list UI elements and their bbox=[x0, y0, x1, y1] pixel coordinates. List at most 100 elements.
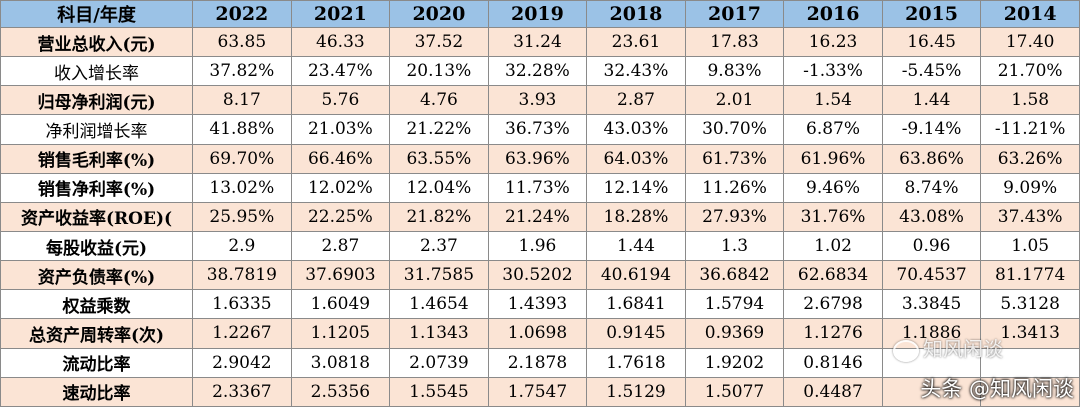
value-cell: 1.5794 bbox=[684, 289, 785, 320]
value-cell: 12.04% bbox=[389, 172, 489, 203]
value-cell: 2.37 bbox=[389, 230, 489, 262]
row-label: 资产负债率(%) bbox=[0, 260, 194, 291]
value-cell: 11.26% bbox=[684, 172, 785, 203]
value-cell: 38.7819 bbox=[192, 260, 292, 291]
paw-logo-icon bbox=[893, 339, 919, 362]
row-label: 资产收益率(ROE)( bbox=[0, 201, 194, 232]
value-cell: 2.1878 bbox=[487, 347, 588, 378]
value-cell: 12.02% bbox=[290, 172, 391, 203]
value-cell: 1.54 bbox=[783, 85, 883, 116]
value-cell: 70.4537 bbox=[881, 260, 982, 291]
value-cell: 1.1276 bbox=[783, 318, 883, 349]
value-cell: 37.43% bbox=[980, 201, 1080, 232]
value-cell: 12.14% bbox=[586, 172, 686, 203]
value-cell: 1.9202 bbox=[684, 347, 785, 378]
table-row: 每股收益(元) 2.9 2.87 2.37 1.96 1.44 1.3 1.02 0.96 1.0… bbox=[0, 230, 1080, 262]
value-cell: 31.76% bbox=[783, 201, 883, 232]
value-cell: 1.6049 bbox=[290, 289, 391, 320]
value-cell: 1.7547 bbox=[487, 376, 588, 407]
value-cell: 3.93 bbox=[487, 85, 588, 116]
year-header: 2020 bbox=[389, 0, 489, 28]
year-header: 2021 bbox=[290, 0, 391, 28]
value-cell bbox=[980, 376, 1080, 407]
value-cell: 46.33 bbox=[290, 26, 391, 58]
table-row: 资产负债率(%) 38.7819 37.6903 31.7585 30.5202 40.6… bbox=[0, 260, 1080, 291]
value-cell: 2.01 bbox=[684, 85, 785, 116]
value-cell: 5.76 bbox=[290, 85, 391, 116]
value-cell: 36.73% bbox=[487, 114, 588, 145]
value-cell: 25.95% bbox=[192, 201, 292, 232]
value-cell: 1.0698 bbox=[487, 318, 588, 349]
value-cell: -1.33% bbox=[783, 56, 883, 87]
value-cell: 2.6798 bbox=[783, 289, 883, 320]
value-cell: 61.96% bbox=[783, 143, 883, 174]
value-cell: 2.9042 bbox=[192, 347, 292, 378]
value-cell: 30.70% bbox=[684, 114, 785, 145]
value-cell: 2.87 bbox=[586, 85, 686, 116]
value-cell: 63.26% bbox=[980, 143, 1080, 174]
value-cell: 3.0818 bbox=[290, 347, 391, 378]
value-cell: 0.4487 bbox=[783, 376, 883, 407]
value-cell: 1.6841 bbox=[586, 289, 686, 320]
value-cell: 1.5129 bbox=[586, 376, 686, 407]
value-cell: 1.05 bbox=[980, 230, 1080, 262]
value-cell: 41.88% bbox=[192, 114, 292, 145]
value-cell: 16.45 bbox=[881, 26, 982, 58]
year-header: 2014 bbox=[980, 0, 1080, 28]
value-cell: 23.61 bbox=[586, 26, 686, 58]
value-cell: 17.83 bbox=[684, 26, 785, 58]
table-row: 营业总收入(元) 63.85 46.33 37.52 31.24 23.61 17.83 16… bbox=[0, 26, 1080, 58]
year-header: 2015 bbox=[881, 0, 982, 28]
value-cell: 1.1343 bbox=[389, 318, 489, 349]
value-cell: 1.44 bbox=[881, 85, 982, 116]
value-cell: -11.21% bbox=[980, 114, 1080, 145]
table-row: 归母净利润(元) 8.17 5.76 4.76 3.93 2.87 2.01 1.54 1.44… bbox=[0, 85, 1080, 116]
row-label: 权益乘数 bbox=[0, 289, 194, 320]
value-cell: 66.46% bbox=[290, 143, 391, 174]
year-header: 2016 bbox=[783, 0, 883, 28]
value-cell: 32.43% bbox=[586, 56, 686, 87]
value-cell: 8.17 bbox=[192, 85, 292, 116]
table-row: 收入增长率 37.82% 23.47% 20.13% 32.28% 32.43% 9.83%… bbox=[0, 56, 1080, 87]
watermark-logo: 知风闲谈 bbox=[893, 333, 1003, 362]
value-cell: 30.5202 bbox=[487, 260, 588, 291]
value-cell: 1.5077 bbox=[684, 376, 785, 407]
value-cell: 21.22% bbox=[389, 114, 489, 145]
value-cell: 1.1205 bbox=[290, 318, 391, 349]
year-header: 2019 bbox=[487, 0, 588, 28]
value-cell: 2.87 bbox=[290, 230, 391, 262]
table-row: 权益乘数 1.6335 1.6049 1.4654 1.4393 1.6841 1.5794… bbox=[0, 289, 1080, 320]
table-row: 销售净利率(%) 13.02% 12.02% 12.04% 11.73% 12.14% 11… bbox=[0, 172, 1080, 203]
value-cell: 1.3 bbox=[684, 230, 785, 262]
value-cell: 63.96% bbox=[487, 143, 588, 174]
value-cell: 1.02 bbox=[783, 230, 883, 262]
value-cell: 37.6903 bbox=[290, 260, 391, 291]
row-label: 每股收益(元) bbox=[0, 230, 194, 262]
row-label: 归母净利润(元) bbox=[0, 85, 194, 116]
year-header: 2018 bbox=[586, 0, 686, 28]
year-header: 2017 bbox=[684, 0, 785, 28]
table-row: 资产收益率(ROE)(25.95% 22.25% 21.82% 21.24% 18.28… bbox=[0, 201, 1080, 232]
value-cell bbox=[881, 376, 982, 407]
row-label: 销售净利率(%) bbox=[0, 172, 194, 203]
value-cell: 16.23 bbox=[783, 26, 883, 58]
value-cell: 0.96 bbox=[881, 230, 982, 262]
value-cell: 1.6335 bbox=[192, 289, 292, 320]
value-cell: 1.5545 bbox=[389, 376, 489, 407]
value-cell: 61.73% bbox=[684, 143, 785, 174]
value-cell: 9.09% bbox=[980, 172, 1080, 203]
value-cell: 1.2267 bbox=[192, 318, 292, 349]
value-cell: 43.03% bbox=[586, 114, 686, 145]
value-cell: 32.28% bbox=[487, 56, 588, 87]
row-label: 净利润增长率 bbox=[0, 114, 194, 145]
value-cell: 9.46% bbox=[783, 172, 883, 203]
value-cell: 17.40 bbox=[980, 26, 1080, 58]
table-row: 速动比率 2.3367 2.5356 1.5545 1.7547 1.5129 1.5077… bbox=[0, 376, 1080, 407]
value-cell: 5.3128 bbox=[980, 289, 1080, 320]
value-cell: 43.08% bbox=[881, 201, 982, 232]
row-label: 销售毛利率(%) bbox=[0, 143, 194, 174]
value-cell: 8.74% bbox=[881, 172, 982, 203]
year-header: 2022 bbox=[192, 0, 292, 28]
value-cell: 62.6834 bbox=[783, 260, 883, 291]
value-cell: 1.7618 bbox=[586, 347, 686, 378]
